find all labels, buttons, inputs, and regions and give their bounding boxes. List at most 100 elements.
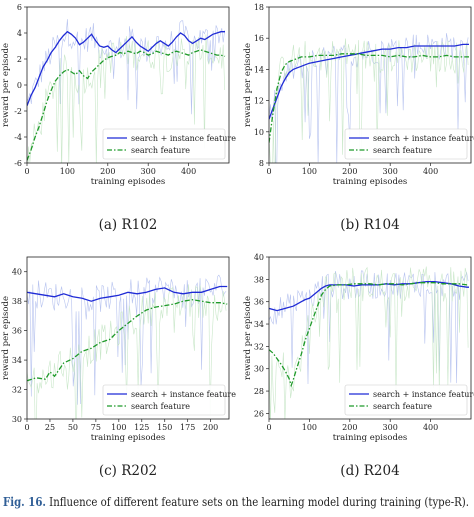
y-axis-label: reward per episode <box>1 43 11 127</box>
x-tick-label: 400 <box>181 167 196 176</box>
y-tick-label: 32 <box>12 386 22 395</box>
series-line-search-feature <box>269 282 469 388</box>
x-axis-label: training episodes <box>333 433 408 443</box>
legend-box <box>102 384 226 416</box>
x-tick-label: 200 <box>342 423 357 432</box>
x-axis-label: training episodes <box>333 177 408 187</box>
y-tick-label: 0 <box>17 81 22 90</box>
y-tick-label: 14 <box>254 65 264 74</box>
y-tick-label: 28 <box>254 387 264 396</box>
y-tick-label: -6 <box>14 159 22 168</box>
y-tick-label: 40 <box>12 268 22 277</box>
legend-entry: search feature <box>373 402 432 411</box>
y-tick-label: 34 <box>12 356 22 365</box>
raw-trace-full <box>27 274 227 405</box>
series-line-search-instance-feature <box>27 30 225 107</box>
x-axis-label: training episodes <box>91 177 166 187</box>
chart-panel-R104: 0 100 200 300 400 8 10 12 14 16 18 training episode… <box>243 3 474 233</box>
y-tick-label: 32 <box>254 342 264 351</box>
x-tick-label: 0 <box>24 423 29 432</box>
series-line-search-feature <box>269 53 469 143</box>
x-tick-label: 75 <box>91 423 101 432</box>
figure-caption: Fig. 16. Influence of different feature … <box>3 495 469 509</box>
chart-panel-R202: 0 25 50 75 100 125 150 175 200 30 32 34 36 38 40 traini… <box>1 256 236 479</box>
x-tick-label: 100 <box>302 167 317 176</box>
legend-box <box>344 384 468 416</box>
y-tick-label: 30 <box>12 415 22 424</box>
legend-entry: search + instance feature <box>131 134 236 143</box>
x-tick-label: 125 <box>134 423 149 432</box>
x-tick-label: 300 <box>141 167 156 176</box>
legend-entry: search feature <box>131 402 190 411</box>
y-tick-label: 8 <box>259 159 264 168</box>
chart-panel-R102: 0 100 200 300 400 -6 -4 -2 0 2 4 6 training episodes… <box>1 3 236 233</box>
x-tick-label: 300 <box>383 167 398 176</box>
x-tick-label: 175 <box>180 423 195 432</box>
x-tick-label: 200 <box>342 167 357 176</box>
legend: search + instance feature search feature <box>102 128 236 160</box>
figure-caption-label: Fig. 16. <box>3 495 46 509</box>
legend-entry: search feature <box>131 146 190 155</box>
x-tick-label: 100 <box>111 423 126 432</box>
raw-trace-search <box>269 266 469 419</box>
subfigure-caption: (a) R102 <box>99 217 158 233</box>
y-axis-label: reward per episode <box>243 296 253 380</box>
legend-entry: search + instance feature <box>373 134 474 143</box>
x-tick-label: 200 <box>203 423 218 432</box>
y-axis-label: reward per episode <box>243 43 253 127</box>
y-tick-label: 38 <box>12 297 22 306</box>
plot-frame <box>268 256 472 420</box>
legend-entry: search + instance feature <box>131 390 236 399</box>
series-line-search-feature <box>27 49 226 161</box>
series-line-search-instance-feature <box>27 285 228 302</box>
x-tick-label: 0 <box>266 167 271 176</box>
plot-frame <box>26 256 230 420</box>
legend-box <box>102 128 226 160</box>
y-tick-label: 12 <box>254 97 264 106</box>
y-tick-label: 2 <box>17 55 22 64</box>
y-tick-label: 36 <box>254 298 264 307</box>
x-tick-label: 0 <box>266 423 271 432</box>
raw-trace-full <box>269 33 469 163</box>
figure-caption-text: Influence of different feature sets on t… <box>46 495 469 509</box>
x-tick-label: 200 <box>100 167 115 176</box>
y-tick-label: 40 <box>254 253 264 262</box>
series-line-search-feature <box>27 299 228 382</box>
x-tick-label: 300 <box>383 423 398 432</box>
x-tick-label: 150 <box>157 423 172 432</box>
chart-panel-R204: 0 100 200 300 400 26 28 30 32 34 36 38 40 training ep… <box>243 253 474 479</box>
x-tick-label: 100 <box>60 167 75 176</box>
x-tick-label: 400 <box>423 423 438 432</box>
y-tick-label: -4 <box>14 133 22 142</box>
legend: search + instance feature search feature <box>344 384 474 416</box>
y-tick-label: 38 <box>254 275 264 284</box>
subfigure-caption: (b) R104 <box>340 217 399 233</box>
raw-reward-traces <box>269 33 469 163</box>
x-tick-label: 400 <box>423 167 438 176</box>
legend-entry: search + instance feature <box>373 390 474 399</box>
y-tick-label: 6 <box>17 3 22 12</box>
legend-box <box>344 128 468 160</box>
legend: search + instance feature search feature <box>344 128 474 160</box>
y-tick-label: 4 <box>17 29 22 38</box>
legend-entry: search feature <box>373 146 432 155</box>
x-tick-label: 50 <box>68 423 78 432</box>
x-tick-label: 0 <box>24 167 29 176</box>
y-tick-label: 26 <box>254 409 264 418</box>
y-tick-label: -2 <box>14 107 22 116</box>
y-axis-label: reward per episode <box>1 296 11 380</box>
x-axis-label: training episodes <box>91 433 166 443</box>
y-tick-label: 36 <box>12 327 22 336</box>
x-tick-label: 100 <box>302 423 317 432</box>
raw-trace-search <box>269 38 469 163</box>
y-tick-label: 34 <box>254 320 264 329</box>
series-line-search-instance-feature <box>269 280 469 312</box>
subfigure-caption: (d) R204 <box>340 463 399 479</box>
series-line-search-instance-feature <box>269 43 469 120</box>
y-tick-label: 30 <box>254 365 264 374</box>
raw-reward-traces <box>269 266 469 419</box>
plot-frame <box>268 6 472 164</box>
y-tick-label: 16 <box>254 34 264 43</box>
